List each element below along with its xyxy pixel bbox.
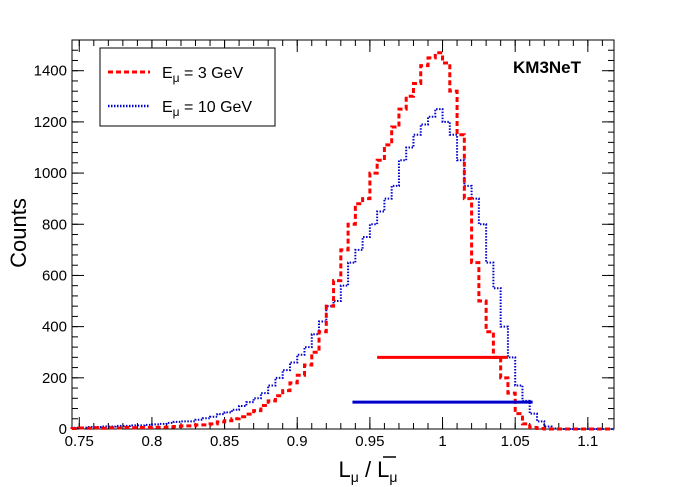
x-axis-title-sep: / <box>359 457 377 482</box>
y-tick-label: 1000 <box>34 165 67 182</box>
y-tick-label: 0 <box>59 421 67 438</box>
x-axis-title-main: L <box>339 457 351 482</box>
x-axis-title-sub: μ <box>351 469 359 485</box>
y-tick-label: 600 <box>42 267 67 284</box>
x-axis-title: Lμ / Lμ <box>339 457 398 485</box>
x-tick-label: 1.1 <box>577 433 598 450</box>
x-tick-label: 0.9 <box>287 433 308 450</box>
legend-label-3gev: Eμ = 3 GeV <box>162 65 244 85</box>
x-tick-label: 0.85 <box>210 433 239 450</box>
x-tick-label: 0.75 <box>65 433 94 450</box>
x-axis-title-denom: L <box>377 457 389 482</box>
interval-layer <box>352 355 533 404</box>
y-tick-label: 400 <box>42 319 67 336</box>
legend-box <box>99 47 276 127</box>
y-axis-title: Counts <box>6 198 31 268</box>
y-tick-label: 200 <box>42 370 67 387</box>
x-axis-tick-labels: 0.75 0.8 0.85 0.9 0.95 1 1.05 1.1 <box>65 433 599 450</box>
x-tick-label: 0.95 <box>355 433 384 450</box>
km3net-annotation: KM3NeT <box>513 58 582 77</box>
x-axis-title-denom-sub: μ <box>389 469 397 485</box>
legend: Eμ = 3 GeV Eμ = 10 GeV <box>99 47 276 127</box>
series-layer <box>70 51 614 431</box>
series-3gev-histogram <box>70 51 614 431</box>
y-tick-label: 800 <box>42 216 67 233</box>
y-axis-ticks <box>72 39 614 430</box>
x-tick-label: 1.05 <box>501 433 530 450</box>
series-10gev-histogram <box>71 108 614 430</box>
x-tick-label: 1 <box>438 433 446 450</box>
y-tick-label: 1400 <box>34 63 67 80</box>
x-tick-label: 0.8 <box>141 433 162 450</box>
y-tick-label: 1200 <box>34 114 67 131</box>
y-axis-tick-labels: 0 200 400 600 800 1000 1200 1400 <box>34 63 67 438</box>
legend-label-10gev: Eμ = 10 GeV <box>162 99 252 119</box>
